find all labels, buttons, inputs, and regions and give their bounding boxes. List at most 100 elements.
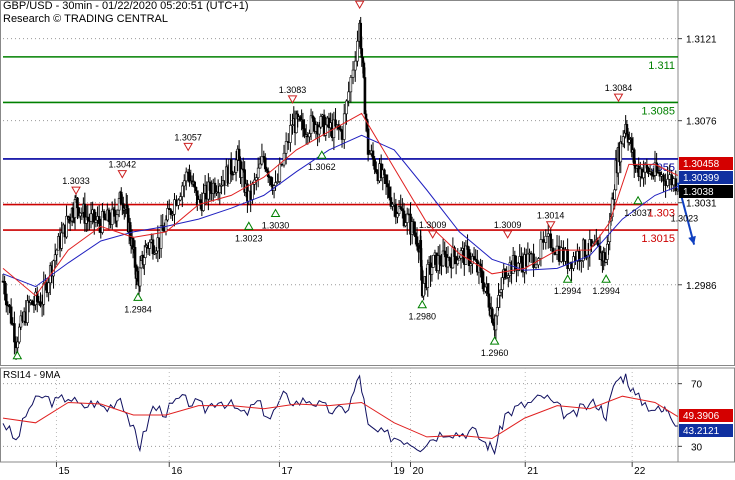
candle-body [553, 251, 557, 255]
time-tick-label: 20 [413, 466, 425, 477]
candle-body [347, 91, 350, 102]
chart-credit: Research © TRADING CENTRAL [3, 13, 168, 25]
candle-body [621, 136, 625, 145]
candle-body [115, 214, 119, 222]
candle-body [443, 250, 447, 255]
candle-body [660, 174, 663, 177]
candle-body [645, 164, 649, 169]
price-tick-label: 1.3121 [686, 35, 717, 46]
candle-body [345, 100, 348, 115]
price-badge-label: 1.30399 [683, 173, 720, 184]
candle-body [578, 250, 581, 262]
time-tick-label: 22 [634, 466, 646, 477]
ma-red-line [2, 112, 679, 297]
candle-body [388, 186, 391, 198]
candle-body [154, 250, 158, 254]
candle-body [546, 233, 550, 237]
target-label: 1.3023 [671, 213, 699, 223]
candle-body [138, 267, 142, 287]
candle-body [505, 277, 508, 279]
candle-body [303, 128, 306, 137]
high-marker-icon [183, 142, 194, 152]
candle-body [35, 291, 39, 302]
candle-body [580, 260, 583, 262]
candle-body [9, 306, 13, 324]
candle-body [4, 293, 8, 306]
price-badge [679, 171, 733, 184]
candle-body [55, 249, 59, 256]
price-tick-label: 1.2986 [686, 281, 717, 292]
candle-body [255, 177, 258, 181]
candle-body [497, 295, 500, 308]
level-label: 1.303 [647, 208, 675, 220]
candle-body [498, 292, 502, 296]
candle-body [26, 300, 29, 323]
candle-body [472, 256, 476, 260]
candle-body [655, 162, 658, 173]
candle-body [334, 119, 337, 127]
candle-body [432, 254, 435, 268]
candle-body [441, 250, 445, 267]
candle-body [662, 174, 665, 182]
price-badge [679, 185, 733, 198]
candle-body [76, 197, 79, 209]
candle-body [480, 270, 484, 283]
candle-body [19, 315, 23, 328]
price-annotation: 1.3042 [109, 160, 137, 170]
candle-body [499, 289, 503, 293]
candle-body [171, 213, 174, 216]
candle-body [177, 199, 180, 206]
high-marker-icon [613, 93, 624, 103]
candle-body [8, 304, 11, 308]
price-annotation: 1.2994 [554, 286, 582, 296]
candle-body [474, 258, 478, 261]
candle-body [520, 256, 523, 263]
low-marker-icon [601, 274, 611, 283]
high-marker-icon [354, 0, 365, 10]
rsi-line [2, 373, 678, 456]
candle-body [173, 199, 176, 215]
time-tick-label: 15 [58, 466, 70, 477]
candle-body [383, 169, 386, 176]
rsi-ma-badge [679, 409, 733, 422]
candle-body [438, 255, 442, 265]
candle-body [415, 236, 419, 247]
candle-body [86, 216, 90, 221]
candle-body [188, 172, 191, 182]
candle-body [32, 304, 36, 306]
candle-body [198, 199, 202, 203]
candle-body [351, 69, 355, 78]
candle-body [366, 128, 370, 155]
candle-body [625, 124, 629, 135]
candle-body [670, 174, 674, 186]
candle-body [623, 132, 626, 137]
candle-body [164, 219, 168, 232]
candle-body [169, 209, 173, 215]
candle-body [308, 133, 311, 138]
candle-body [286, 141, 290, 143]
candle-body [544, 235, 548, 243]
candle-body [31, 300, 34, 305]
candle-body [542, 239, 545, 243]
candle-body [389, 197, 393, 207]
high-marker-icon [427, 230, 438, 239]
price-annotation: 1.3037 [624, 208, 652, 218]
candle-body [464, 245, 468, 265]
high-marker-icon [71, 186, 81, 196]
candle-body [237, 148, 241, 161]
candle-body [256, 167, 260, 178]
candle-body [414, 232, 417, 238]
price-annotation: 1.2994 [592, 286, 620, 296]
candle-body [549, 233, 552, 249]
high-marker-icon [502, 230, 513, 239]
candle-body [448, 257, 451, 262]
candle-body [506, 275, 510, 278]
rsi-badge [679, 424, 733, 437]
price-annotation: 1.3009 [419, 220, 447, 230]
candle-body [251, 183, 254, 200]
candle-body [202, 193, 205, 211]
candle-body [566, 249, 569, 269]
candle-body [258, 163, 262, 169]
candle-body [276, 181, 279, 183]
candle-body [666, 178, 669, 186]
